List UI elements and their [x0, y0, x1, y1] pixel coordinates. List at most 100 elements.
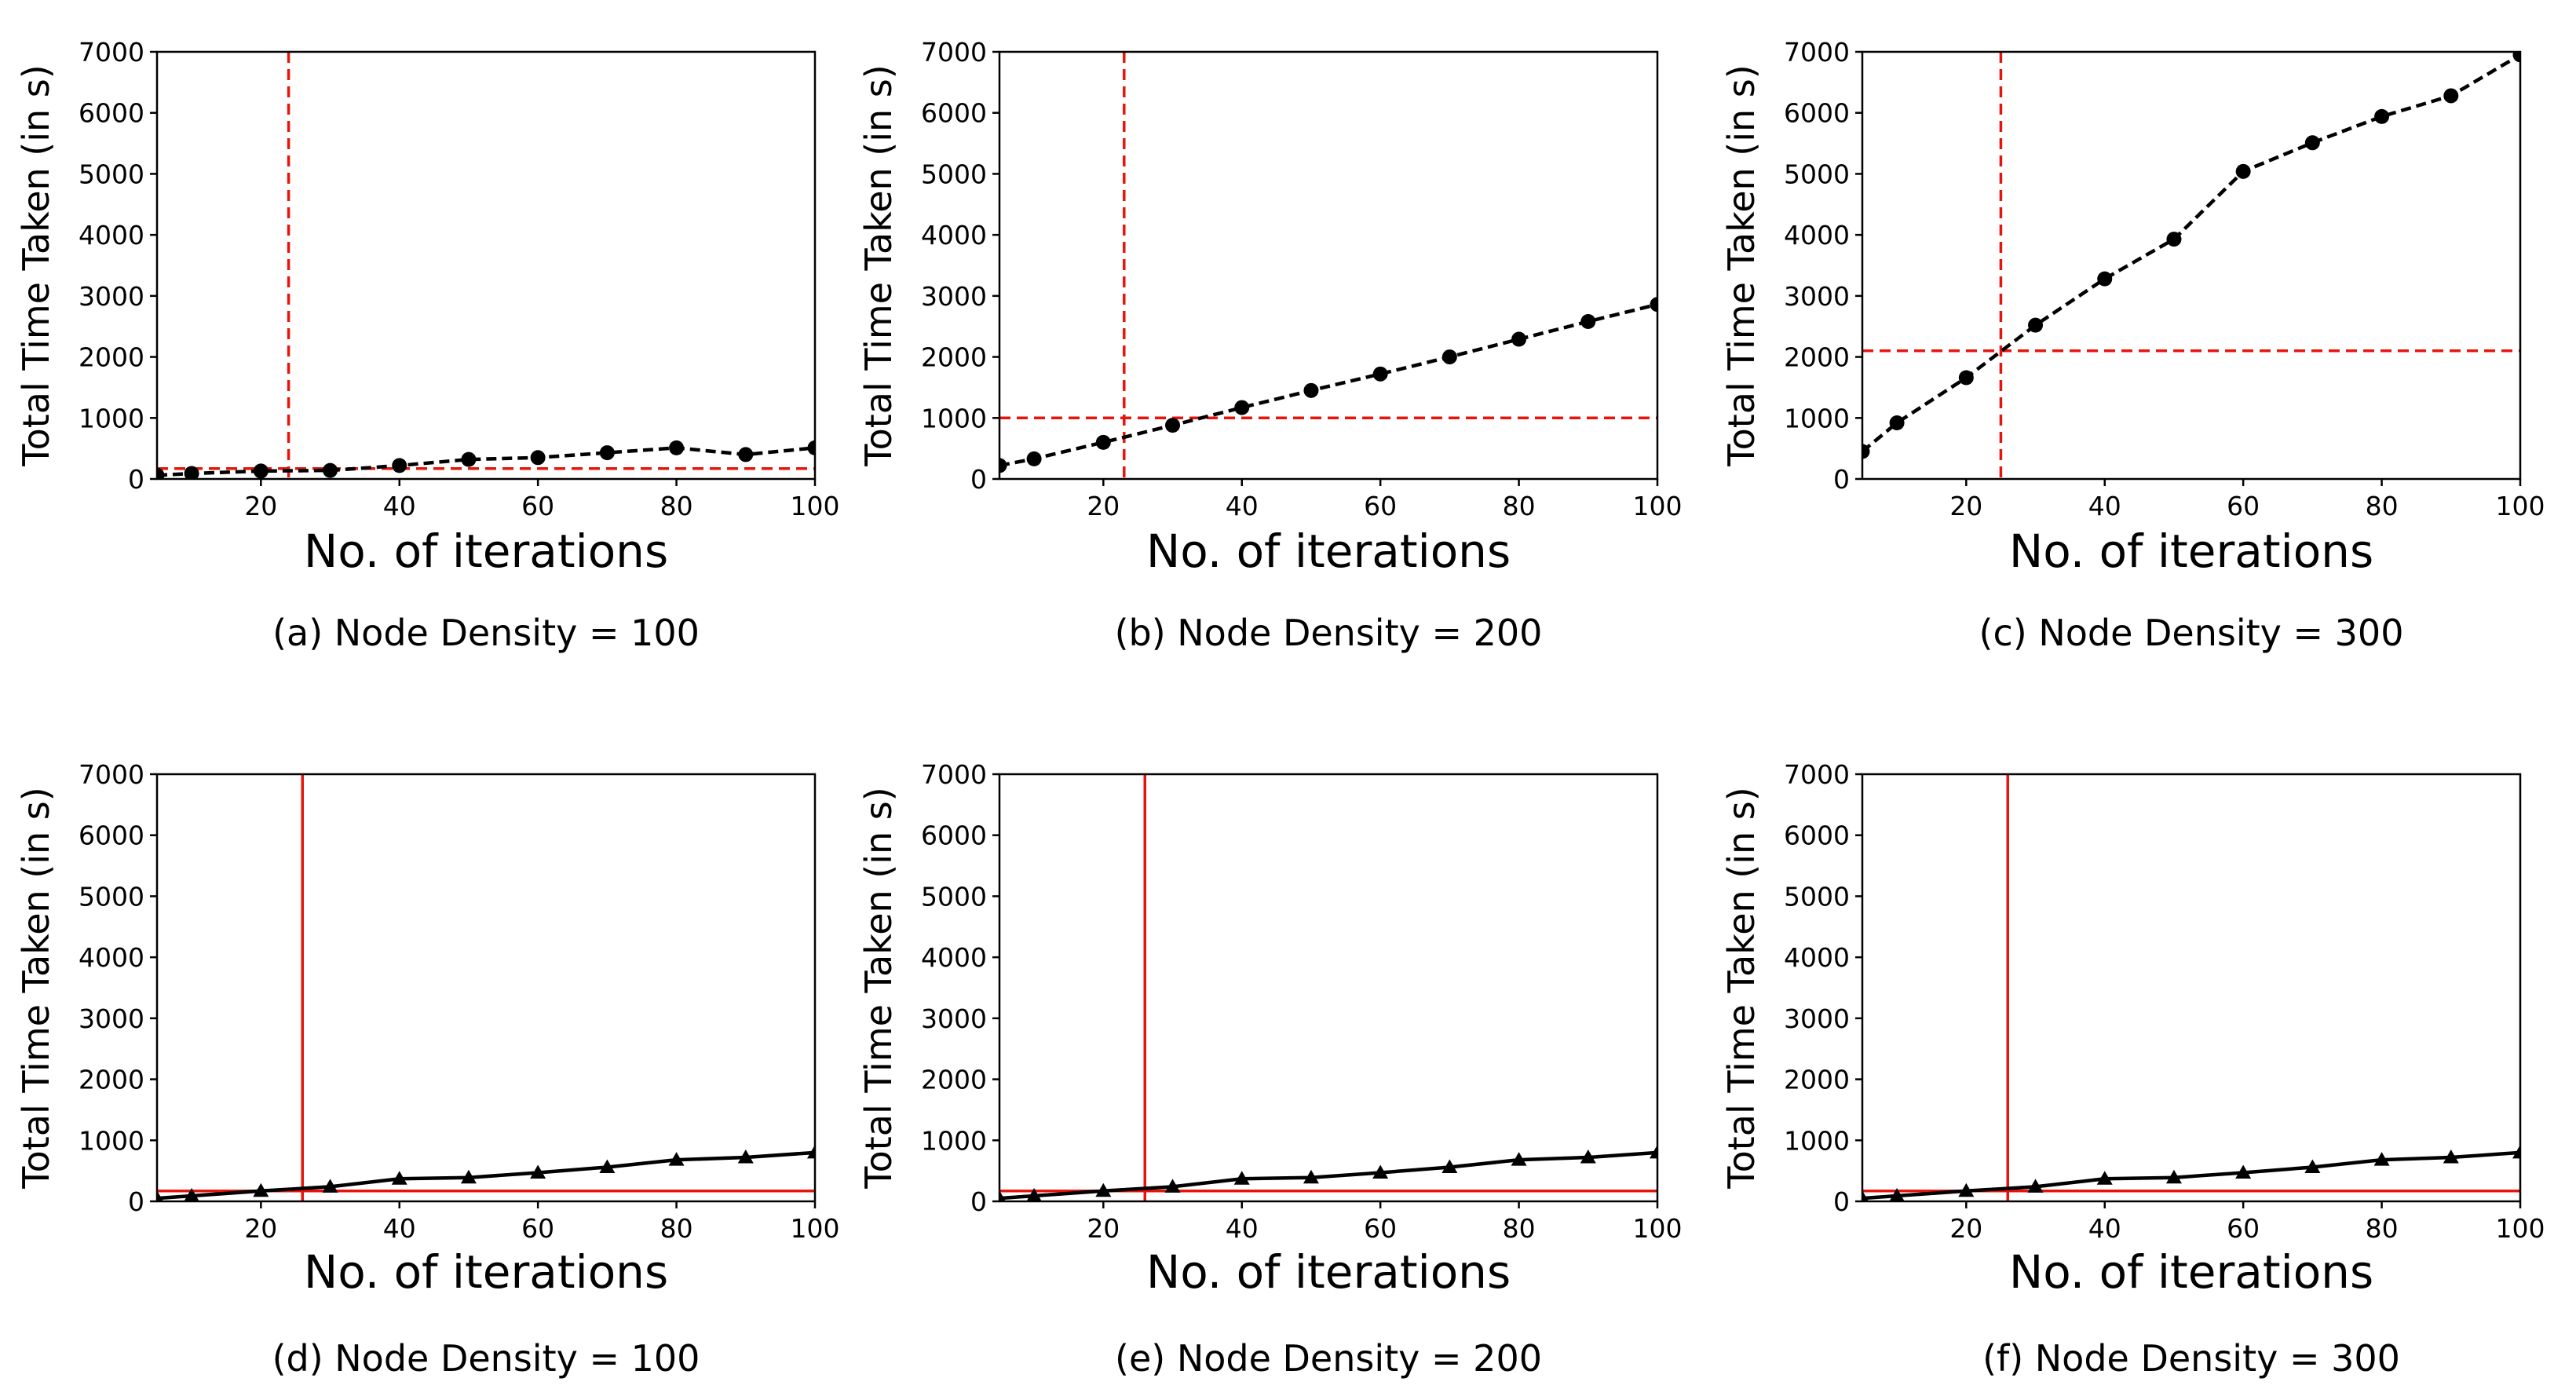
data-point	[2235, 1164, 2252, 1179]
data-point	[807, 1144, 815, 1159]
y-tick-label: 0	[128, 1186, 144, 1217]
y-tick-label: 2000	[79, 1065, 144, 1095]
x-tick-label: 80	[1503, 491, 1536, 521]
x-tick-label: 60	[1364, 1213, 1397, 1244]
y-tick-label: 5000	[79, 159, 144, 189]
y-tick-label: 3000	[1784, 281, 1850, 312]
x-tick-label: 40	[383, 491, 416, 521]
y-axis-label: Total Time Taken (in s)	[1720, 787, 1763, 1189]
data-point	[1095, 434, 1111, 450]
y-tick-label: 0	[970, 1186, 987, 1217]
data-point	[1580, 313, 1596, 329]
data-point	[2443, 88, 2459, 104]
data-point	[1164, 1179, 1181, 1193]
x-tick-label: 20	[244, 1213, 277, 1244]
x-tick-label: 20	[244, 491, 277, 521]
subfigure-caption: (e) Node Density = 200	[1115, 1337, 1542, 1380]
chart-panel-a: 0 1000 2000 3000 4000 5000 6000 7000 20 40 60 80 100…	[15, 37, 840, 654]
data-point	[184, 466, 199, 479]
data-point	[1372, 366, 1388, 382]
y-tick-label: 1000	[1784, 403, 1850, 433]
x-tick-label: 60	[1364, 491, 1397, 521]
y-tick-label: 7000	[1784, 37, 1850, 68]
y-tick-label: 2000	[79, 342, 144, 373]
data-point	[530, 1164, 546, 1179]
y-tick-label: 0	[1833, 1186, 1850, 1217]
x-tick-label: 100	[791, 491, 840, 521]
data-point	[2304, 135, 2320, 151]
plot-frame	[155, 50, 817, 481]
x-axis-label: No. of iterations	[2009, 525, 2373, 578]
y-tick-label: 6000	[1784, 821, 1850, 851]
y-tick-label: 6000	[921, 821, 987, 851]
x-tick-label: 80	[2366, 1213, 2399, 1244]
y-tick-label: 7000	[1784, 759, 1850, 790]
x-tick-label: 80	[1503, 1213, 1536, 1244]
x-tick-label: 100	[1633, 1213, 1683, 1244]
data-point	[1889, 1188, 1905, 1201]
x-tick-label: 40	[2088, 491, 2121, 521]
data-point	[1303, 382, 1319, 398]
y-axis-label: Total Time Taken (in s)	[857, 64, 900, 466]
y-tick-label: 1000	[1784, 1125, 1850, 1156]
data-point	[1441, 349, 1457, 365]
chart-panel-f: 0 1000 2000 3000 4000 5000 6000 7000 20 40 60 80 100…	[1720, 759, 2545, 1380]
data-point	[157, 467, 165, 479]
y-tick-label: 6000	[79, 821, 144, 851]
data-point	[157, 1190, 163, 1201]
data-point	[1958, 1183, 1975, 1197]
data-point	[1889, 415, 1905, 431]
y-tick-label: 1000	[921, 1125, 987, 1156]
data-point	[1511, 1152, 1527, 1166]
data-point	[2096, 1171, 2113, 1185]
y-axis-label: Total Time Taken (in s)	[15, 787, 57, 1189]
data-point	[1233, 1171, 1250, 1185]
y-tick-label: 7000	[79, 759, 144, 790]
data-point	[599, 445, 615, 461]
y-tick-label: 2000	[921, 1065, 987, 1095]
data-point	[1303, 1169, 1319, 1184]
data-point	[1441, 1159, 1458, 1173]
y-tick-label: 4000	[1784, 220, 1850, 250]
y-tick-label: 3000	[921, 1003, 987, 1034]
data-point	[461, 451, 477, 467]
x-tick-label: 100	[1633, 491, 1683, 521]
y-tick-label: 7000	[79, 37, 144, 68]
x-tick-label: 40	[1226, 491, 1259, 521]
x-tick-label: 40	[1226, 1213, 1259, 1244]
y-tick-label: 3000	[921, 281, 987, 312]
data-point	[668, 1152, 685, 1166]
data-point	[253, 1183, 269, 1197]
data-point	[392, 458, 407, 473]
y-tick-label: 3000	[79, 1003, 144, 1034]
x-tick-label: 80	[660, 1213, 693, 1244]
x-tick-label: 60	[521, 491, 554, 521]
y-axis-label: Total Time Taken (in s)	[1720, 64, 1763, 466]
data-point	[738, 447, 754, 462]
y-tick-label: 6000	[921, 98, 987, 129]
data-point	[391, 1171, 407, 1185]
x-tick-label: 40	[383, 1213, 416, 1244]
data-point	[1234, 400, 1250, 415]
data-point	[807, 440, 815, 455]
y-tick-label: 0	[128, 464, 144, 495]
data-point	[999, 458, 1007, 473]
data-point	[1862, 444, 1870, 459]
data-point	[1580, 1150, 1596, 1164]
data-point	[2165, 1169, 2182, 1184]
data-point	[530, 450, 546, 466]
plot-frame	[998, 50, 1659, 481]
y-tick-label: 5000	[921, 881, 987, 912]
y-tick-label: 4000	[79, 942, 144, 973]
series-line	[157, 446, 815, 477]
subfigure-caption: (f) Node Density = 300	[1982, 1337, 2400, 1380]
y-tick-label: 5000	[79, 881, 144, 912]
plot-frame	[998, 773, 1659, 1203]
x-tick-label: 100	[791, 1213, 840, 1244]
y-tick-label: 3000	[79, 281, 144, 312]
data-point	[2166, 232, 2182, 247]
x-tick-label: 20	[1087, 1213, 1120, 1244]
x-tick-label: 20	[1087, 491, 1120, 521]
x-tick-label: 60	[2227, 1213, 2260, 1244]
